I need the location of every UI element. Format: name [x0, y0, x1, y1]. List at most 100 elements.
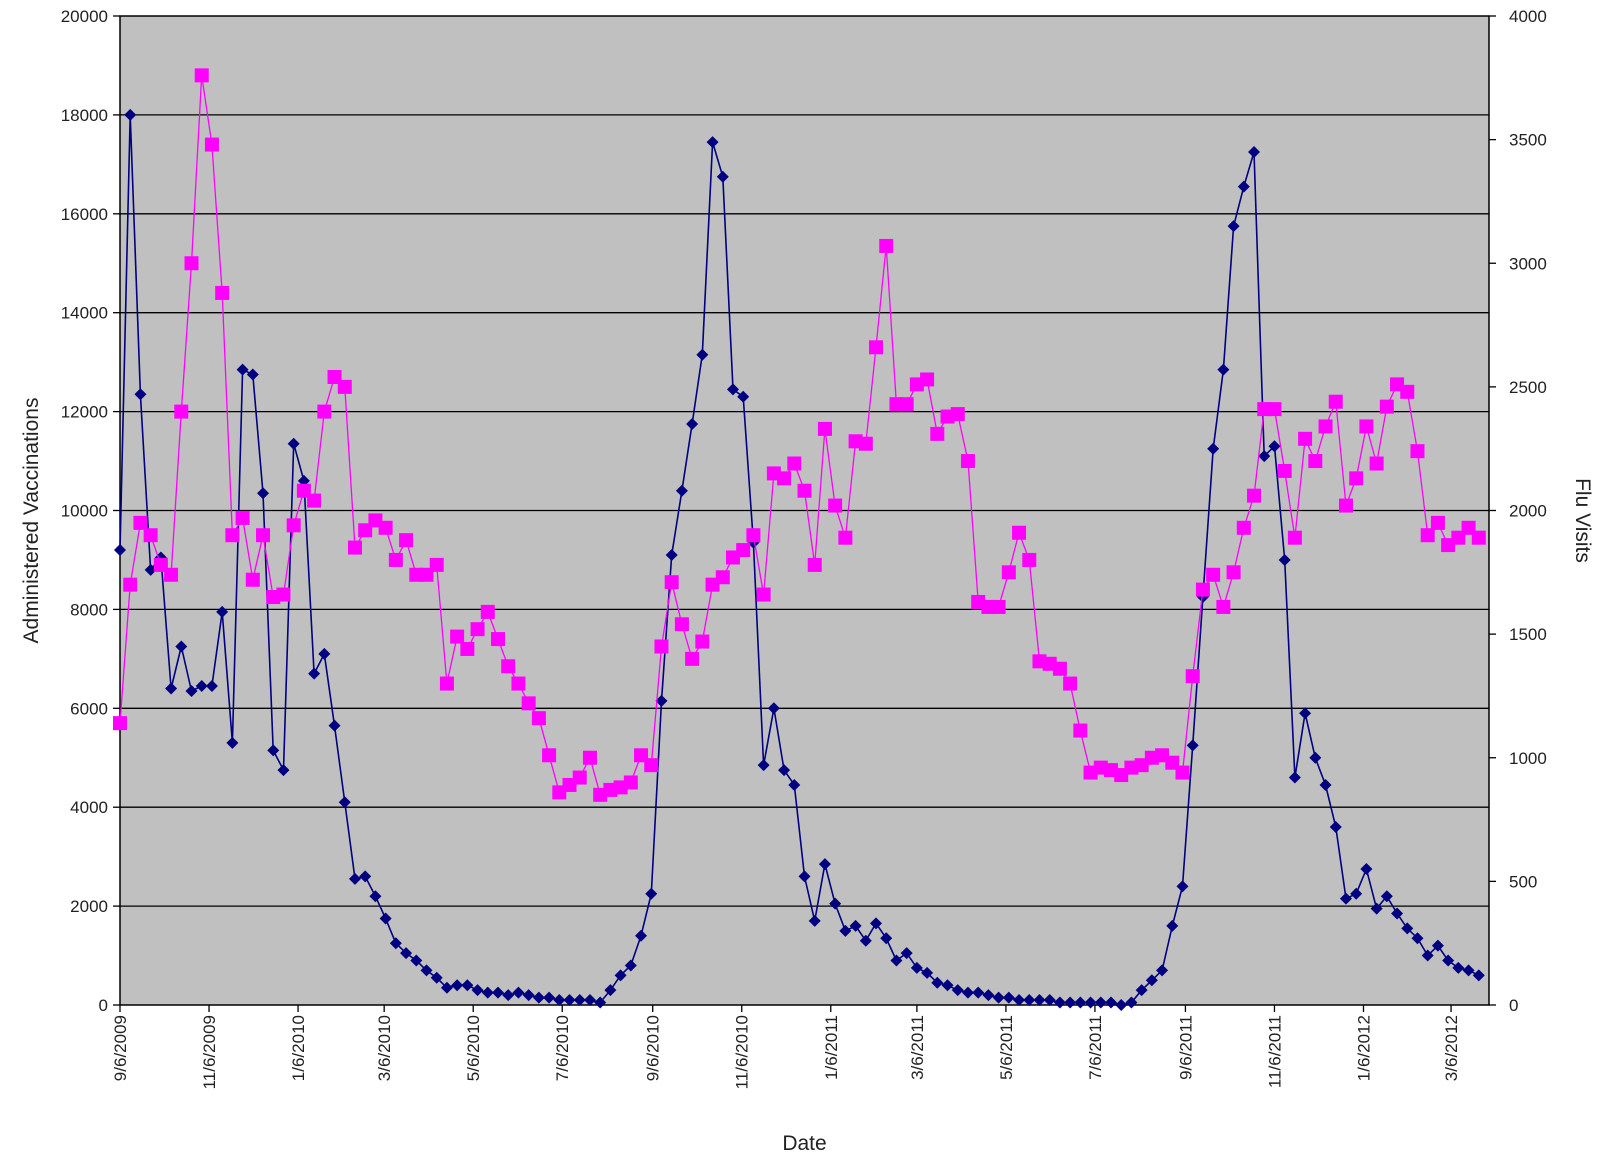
data-point — [1308, 454, 1323, 469]
data-point — [900, 947, 913, 960]
data-point — [665, 549, 678, 562]
data-point — [788, 778, 801, 791]
data-point — [931, 976, 944, 989]
data-point — [879, 238, 894, 253]
data-point — [1318, 419, 1333, 434]
data-point — [317, 404, 332, 419]
data-point — [144, 563, 157, 576]
y-tick-label: 20000 — [61, 7, 108, 26]
data-point — [1023, 994, 1036, 1007]
data-point — [1104, 996, 1117, 1009]
data-point — [1175, 765, 1190, 780]
data-point — [623, 775, 638, 790]
data-point — [972, 986, 985, 999]
data-point — [133, 515, 148, 530]
data-point — [839, 924, 852, 937]
data-point — [696, 348, 709, 361]
axes: 0200040006000800010000120001400016000180… — [61, 7, 1547, 1089]
data-point — [430, 971, 443, 984]
data-point — [1278, 553, 1291, 566]
x-tick-label: 3/6/2012 — [1442, 1015, 1461, 1081]
data-point — [492, 986, 505, 999]
data-point — [563, 994, 576, 1007]
data-point — [134, 388, 147, 401]
data-point — [246, 368, 259, 381]
data-point — [1442, 954, 1455, 967]
data-point — [1236, 520, 1251, 535]
data-point — [204, 137, 219, 152]
x-tick-label: 5/6/2010 — [464, 1015, 483, 1081]
data-point — [1369, 456, 1384, 471]
data-point — [471, 984, 484, 997]
y-tick-label: 0 — [99, 996, 108, 1015]
data-point — [420, 964, 433, 977]
data-point — [604, 984, 617, 997]
y2-tick-label: 2500 — [1509, 378, 1547, 397]
data-point — [1227, 220, 1240, 233]
data-point — [328, 719, 341, 732]
data-point — [674, 617, 689, 632]
data-point — [1472, 969, 1485, 982]
data-point — [194, 68, 209, 83]
y-tick-label: 14000 — [61, 304, 108, 323]
data-point — [543, 991, 556, 1004]
data-point — [502, 989, 515, 1002]
y2-tick-label: 500 — [1509, 872, 1537, 891]
data-point — [501, 659, 516, 674]
data-point — [1248, 145, 1261, 158]
data-point — [1379, 399, 1394, 414]
data-point — [655, 694, 668, 707]
series-line — [119, 114, 1480, 1006]
data-point — [1420, 528, 1435, 543]
data-point — [828, 498, 843, 513]
data-point — [267, 744, 280, 757]
data-point — [1135, 984, 1148, 997]
data-point — [165, 682, 178, 695]
data-point — [582, 750, 597, 765]
data-point — [124, 108, 137, 121]
data-point — [216, 605, 229, 618]
data-point — [400, 947, 413, 960]
x-tick-label: 11/6/2009 — [200, 1015, 219, 1089]
data-point — [686, 417, 699, 430]
data-point — [941, 979, 954, 992]
data-point — [1338, 498, 1353, 513]
data-point — [164, 567, 179, 582]
data-point — [992, 991, 1005, 1004]
data-point — [737, 390, 750, 403]
data-point — [869, 340, 884, 355]
data-point — [1328, 394, 1343, 409]
data-point — [849, 919, 862, 932]
data-point — [388, 552, 403, 567]
data-point — [1299, 707, 1312, 720]
data-point — [205, 680, 218, 693]
data-point — [286, 518, 301, 533]
data-point — [1185, 669, 1200, 684]
data-point — [930, 426, 945, 441]
data-point — [726, 383, 739, 396]
data-point — [1064, 996, 1077, 1009]
data-point — [532, 991, 545, 1004]
data-point — [461, 979, 474, 992]
data-point — [185, 684, 198, 697]
data-point — [1052, 661, 1067, 676]
data-point — [470, 622, 485, 637]
data-point — [1063, 676, 1078, 691]
data-point — [757, 759, 770, 772]
data-point — [1115, 999, 1128, 1011]
data-point — [829, 897, 842, 910]
data-point — [960, 454, 975, 469]
data-point — [1053, 996, 1066, 1009]
data-point — [982, 989, 995, 1002]
data-point — [778, 764, 791, 777]
data-point — [521, 696, 536, 711]
data-point — [1207, 442, 1220, 455]
data-point — [1329, 820, 1342, 833]
data-point — [1145, 974, 1158, 987]
data-point — [1125, 996, 1138, 1009]
data-point — [1288, 771, 1301, 784]
data-point — [664, 575, 679, 590]
data-point — [1237, 180, 1250, 193]
